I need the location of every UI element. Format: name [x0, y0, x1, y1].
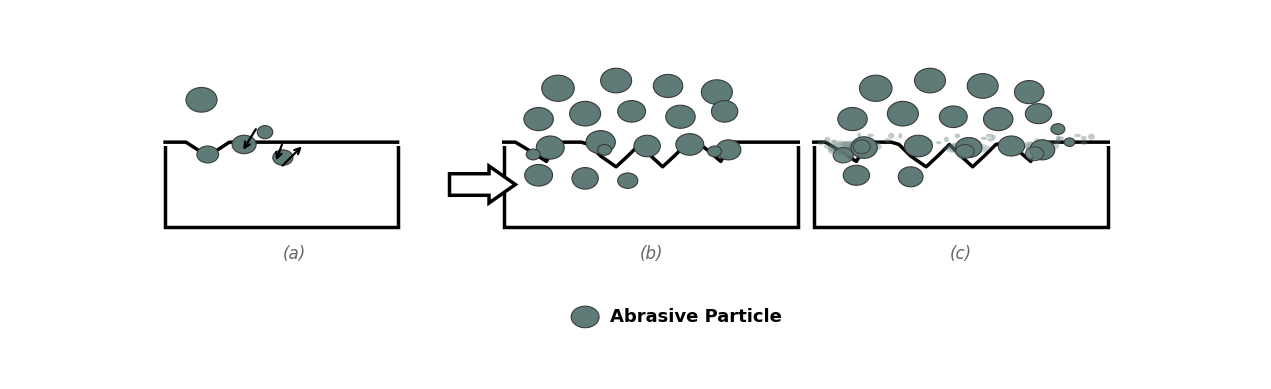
- Ellipse shape: [526, 149, 540, 160]
- Ellipse shape: [948, 141, 982, 154]
- Ellipse shape: [943, 137, 949, 142]
- Bar: [813, 142, 1108, 227]
- Ellipse shape: [915, 68, 946, 93]
- Ellipse shape: [867, 133, 873, 137]
- Ellipse shape: [852, 137, 877, 158]
- Ellipse shape: [233, 135, 257, 154]
- Ellipse shape: [939, 106, 967, 128]
- Ellipse shape: [1026, 147, 1043, 161]
- Ellipse shape: [618, 173, 638, 188]
- Ellipse shape: [653, 74, 683, 98]
- Ellipse shape: [1030, 140, 1055, 160]
- Ellipse shape: [257, 126, 273, 139]
- Ellipse shape: [1036, 141, 1060, 151]
- Ellipse shape: [986, 134, 994, 137]
- Ellipse shape: [998, 136, 1024, 156]
- Ellipse shape: [929, 140, 933, 145]
- Ellipse shape: [708, 146, 722, 157]
- Ellipse shape: [1056, 135, 1060, 141]
- Ellipse shape: [634, 135, 661, 157]
- Ellipse shape: [873, 142, 881, 145]
- Ellipse shape: [1026, 103, 1051, 124]
- Ellipse shape: [848, 141, 882, 152]
- Ellipse shape: [541, 75, 574, 102]
- Ellipse shape: [618, 101, 646, 122]
- Text: (a): (a): [283, 245, 306, 263]
- Polygon shape: [450, 166, 515, 203]
- Ellipse shape: [967, 74, 998, 98]
- Ellipse shape: [899, 133, 902, 138]
- Ellipse shape: [911, 137, 919, 143]
- Ellipse shape: [841, 140, 869, 148]
- Ellipse shape: [586, 131, 615, 154]
- Ellipse shape: [843, 165, 869, 185]
- Ellipse shape: [186, 88, 217, 112]
- Ellipse shape: [1064, 138, 1075, 146]
- Ellipse shape: [1037, 141, 1043, 147]
- Ellipse shape: [888, 133, 895, 138]
- Ellipse shape: [915, 144, 923, 147]
- Ellipse shape: [1055, 139, 1061, 144]
- Ellipse shape: [935, 141, 942, 144]
- Ellipse shape: [1080, 136, 1087, 140]
- Bar: [503, 142, 798, 227]
- Ellipse shape: [597, 144, 611, 155]
- Ellipse shape: [536, 136, 564, 159]
- Ellipse shape: [273, 150, 292, 165]
- Ellipse shape: [885, 138, 891, 143]
- Ellipse shape: [956, 138, 982, 158]
- Ellipse shape: [817, 142, 825, 145]
- Text: (b): (b): [639, 245, 662, 263]
- Ellipse shape: [984, 107, 1013, 131]
- Ellipse shape: [825, 137, 830, 143]
- Ellipse shape: [956, 144, 974, 158]
- Ellipse shape: [716, 140, 741, 160]
- Ellipse shape: [827, 141, 874, 155]
- Ellipse shape: [838, 107, 867, 131]
- Ellipse shape: [712, 101, 737, 122]
- Text: Abrasive Particle: Abrasive Particle: [610, 308, 782, 326]
- Ellipse shape: [905, 135, 933, 157]
- Ellipse shape: [831, 139, 836, 143]
- Ellipse shape: [833, 147, 853, 163]
- Ellipse shape: [569, 102, 601, 126]
- Ellipse shape: [1057, 136, 1064, 140]
- Ellipse shape: [1051, 124, 1065, 135]
- Ellipse shape: [1074, 134, 1080, 137]
- Ellipse shape: [666, 105, 695, 128]
- Ellipse shape: [571, 306, 599, 328]
- Ellipse shape: [822, 140, 826, 143]
- Ellipse shape: [991, 135, 995, 140]
- Ellipse shape: [1022, 141, 1040, 149]
- Ellipse shape: [1035, 138, 1040, 142]
- Ellipse shape: [1014, 81, 1043, 103]
- Ellipse shape: [887, 102, 919, 126]
- Ellipse shape: [944, 144, 967, 153]
- Ellipse shape: [197, 146, 219, 163]
- Ellipse shape: [524, 107, 553, 131]
- Ellipse shape: [676, 134, 704, 155]
- Ellipse shape: [955, 133, 960, 138]
- Ellipse shape: [572, 168, 599, 189]
- Ellipse shape: [824, 140, 855, 151]
- Ellipse shape: [899, 167, 923, 187]
- Ellipse shape: [988, 138, 994, 142]
- Ellipse shape: [1088, 134, 1094, 140]
- Ellipse shape: [857, 133, 862, 138]
- Ellipse shape: [853, 140, 871, 154]
- Ellipse shape: [827, 147, 867, 156]
- Text: (c): (c): [949, 245, 972, 263]
- Bar: [165, 142, 398, 227]
- Ellipse shape: [859, 75, 892, 102]
- Ellipse shape: [1024, 141, 1052, 152]
- Ellipse shape: [1038, 139, 1046, 144]
- Ellipse shape: [962, 144, 990, 153]
- Ellipse shape: [601, 68, 632, 93]
- Ellipse shape: [525, 165, 553, 186]
- Ellipse shape: [702, 80, 732, 104]
- Ellipse shape: [1080, 141, 1088, 145]
- Ellipse shape: [981, 137, 988, 140]
